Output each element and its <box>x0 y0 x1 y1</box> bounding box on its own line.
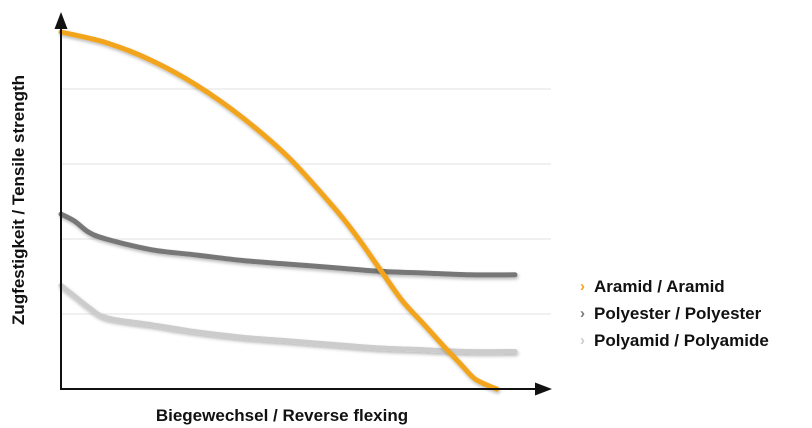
legend-label-polyester: Polyester / Polyester <box>594 303 762 323</box>
series-lines <box>58 29 518 392</box>
legend: › Aramid / Aramid › Polyester / Polyeste… <box>580 273 769 354</box>
chevron-right-icon: › <box>580 332 585 349</box>
legend-item-polyester: › Polyester / Polyester <box>580 300 769 327</box>
series-line-polyester <box>58 211 518 278</box>
axes <box>54 12 552 396</box>
x-axis-arrow <box>535 382 552 396</box>
legend-label-polyamid: Polyamid / Polyamide <box>594 330 769 350</box>
series-line-aramid <box>58 29 500 392</box>
chevron-right-icon: › <box>580 278 585 295</box>
x-axis-title: Biegewechsel / Reverse flexing <box>156 406 408 425</box>
gridlines <box>61 88 551 315</box>
y-axis-title: Zugfestigkeit / Tensile strength <box>9 75 28 325</box>
chevron-right-icon: › <box>580 305 585 322</box>
legend-label-aramid: Aramid / Aramid <box>594 276 725 296</box>
legend-item-polyamid: › Polyamid / Polyamide <box>580 327 769 354</box>
legend-item-aramid: › Aramid / Aramid <box>580 273 769 300</box>
y-axis-arrow <box>54 12 68 29</box>
series-line-polyamid <box>58 283 518 355</box>
